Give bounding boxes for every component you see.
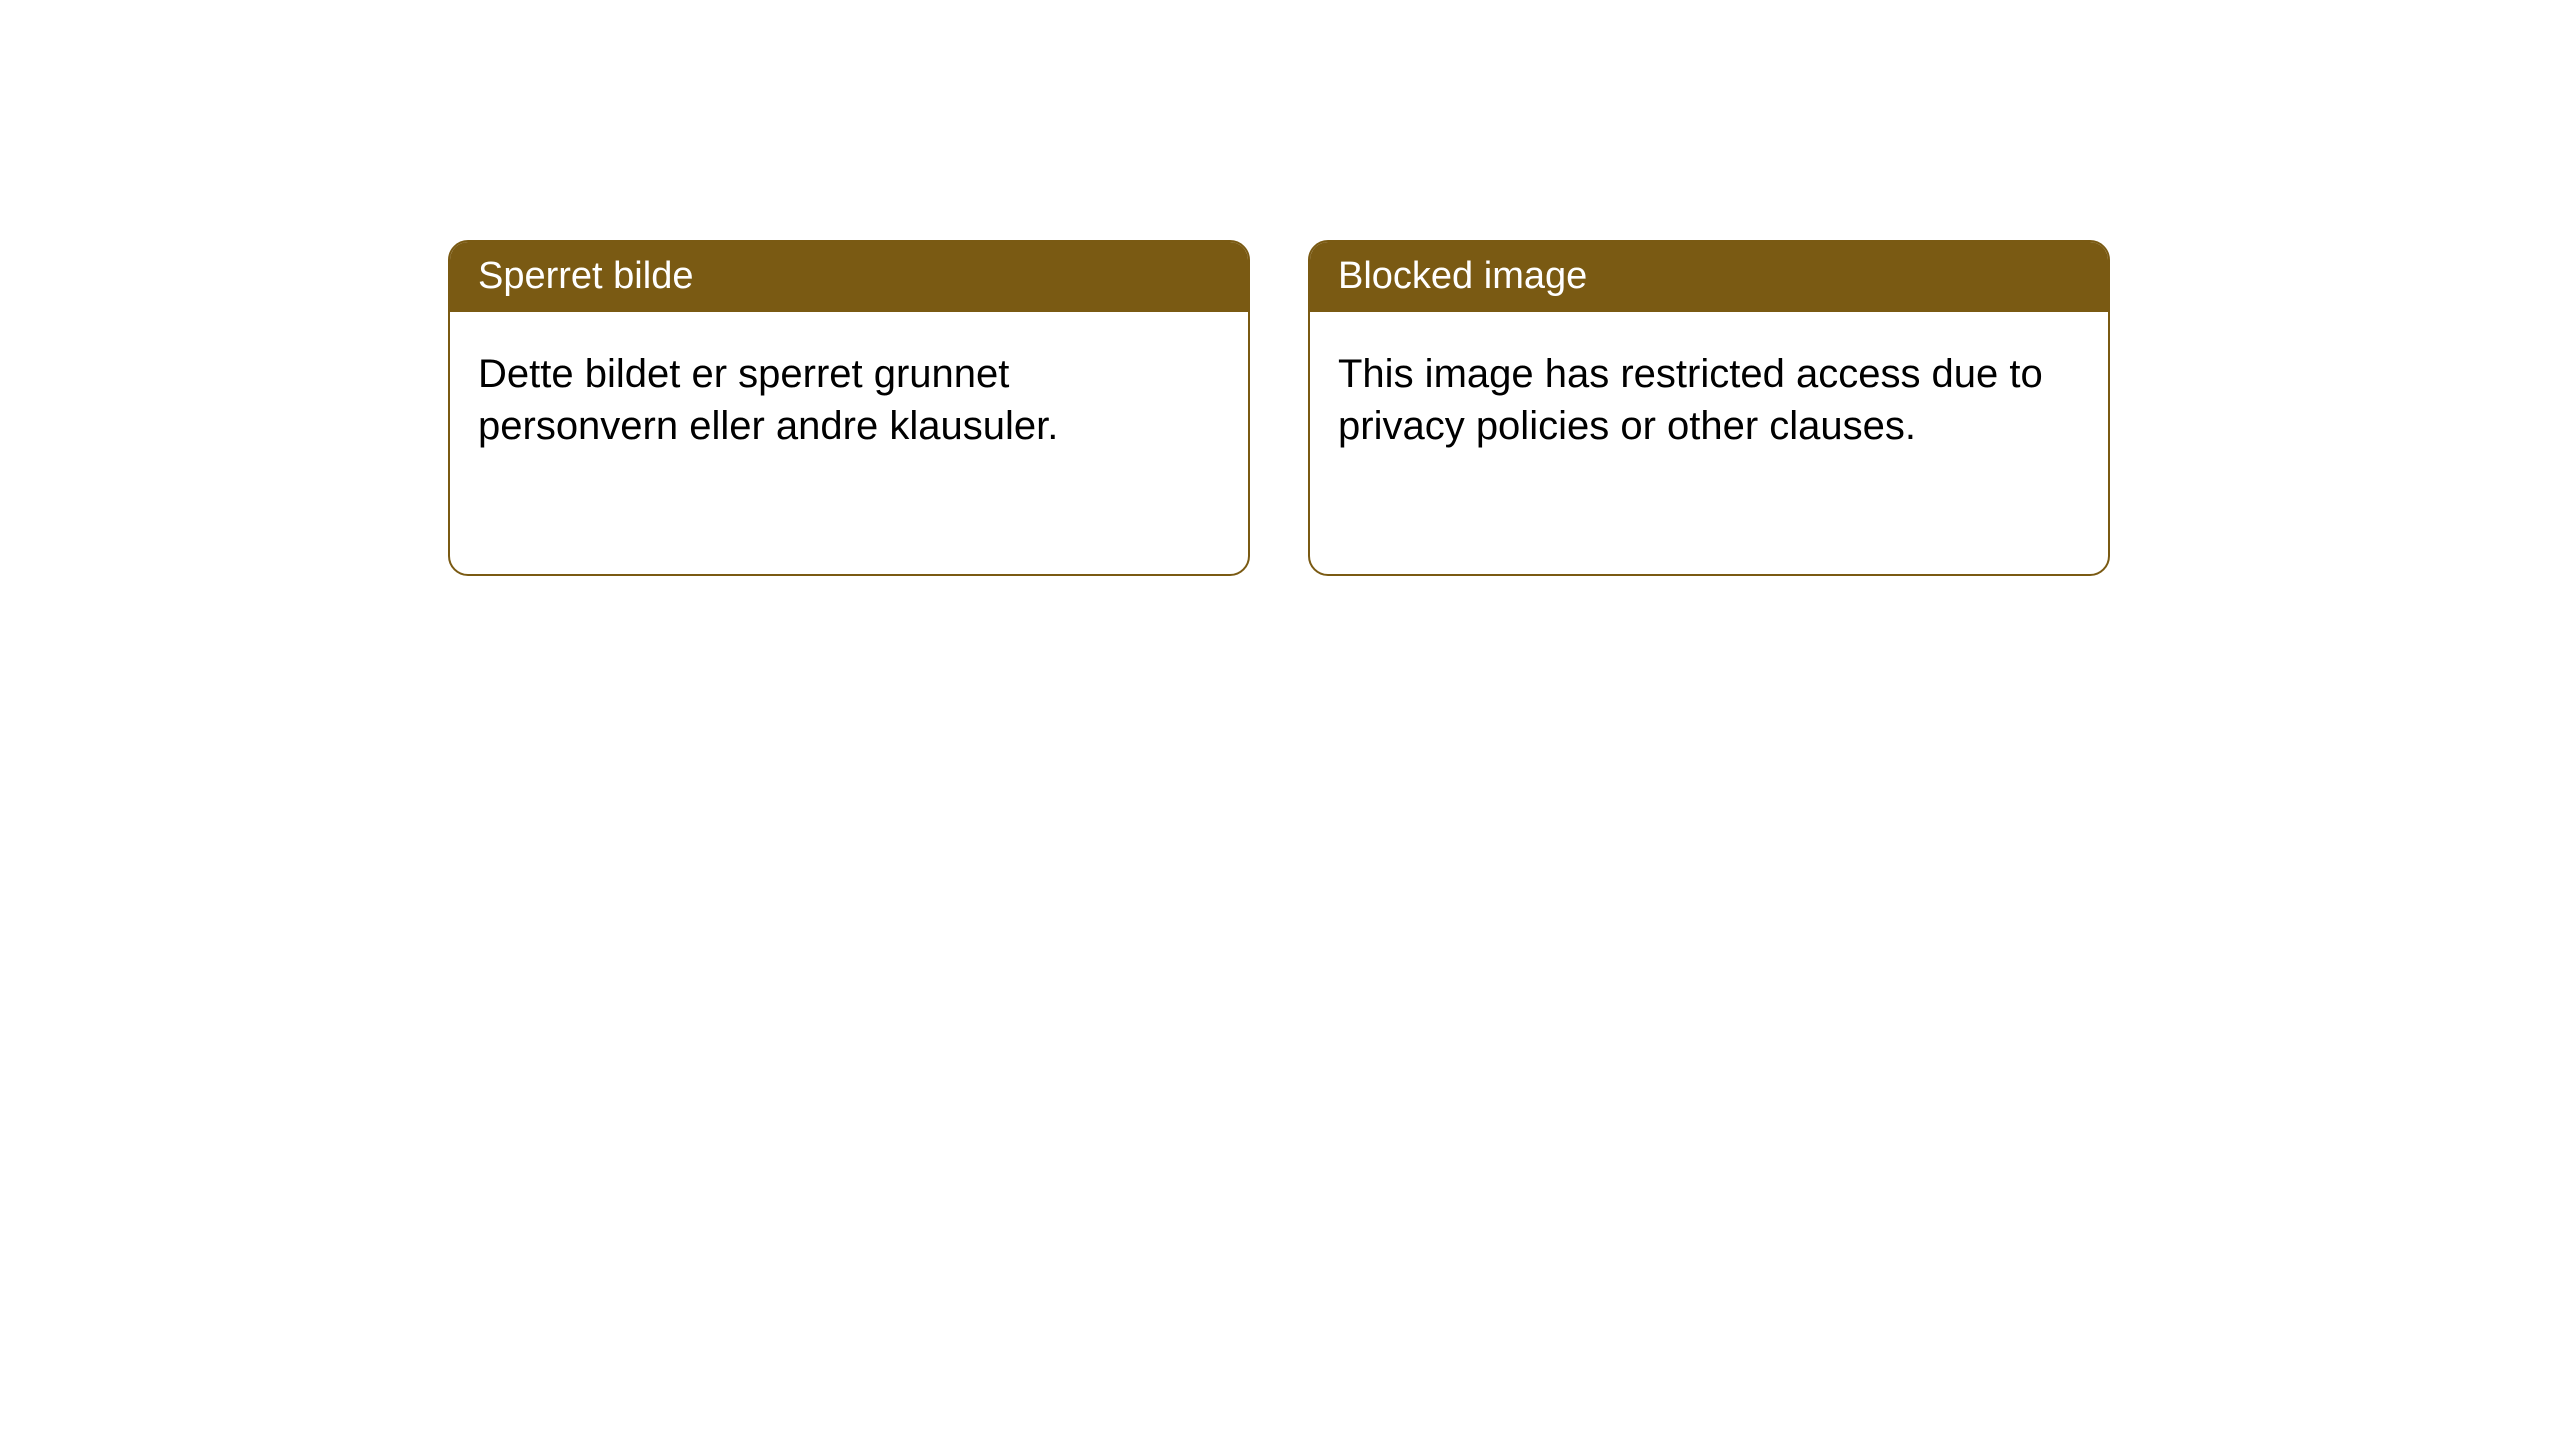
card-title: Sperret bilde	[478, 255, 693, 297]
card-title: Blocked image	[1338, 255, 1587, 297]
card-body-text: Dette bildet er sperret grunnet personve…	[478, 352, 1058, 448]
notice-card-english: Blocked image This image has restricted …	[1308, 240, 2110, 576]
card-body-text: This image has restricted access due to …	[1338, 352, 2043, 448]
card-header: Blocked image	[1310, 242, 2108, 312]
card-body: Dette bildet er sperret grunnet personve…	[450, 312, 1248, 488]
card-header: Sperret bilde	[450, 242, 1248, 312]
notice-container: Sperret bilde Dette bildet er sperret gr…	[448, 240, 2110, 576]
notice-card-norwegian: Sperret bilde Dette bildet er sperret gr…	[448, 240, 1250, 576]
card-body: This image has restricted access due to …	[1310, 312, 2108, 488]
